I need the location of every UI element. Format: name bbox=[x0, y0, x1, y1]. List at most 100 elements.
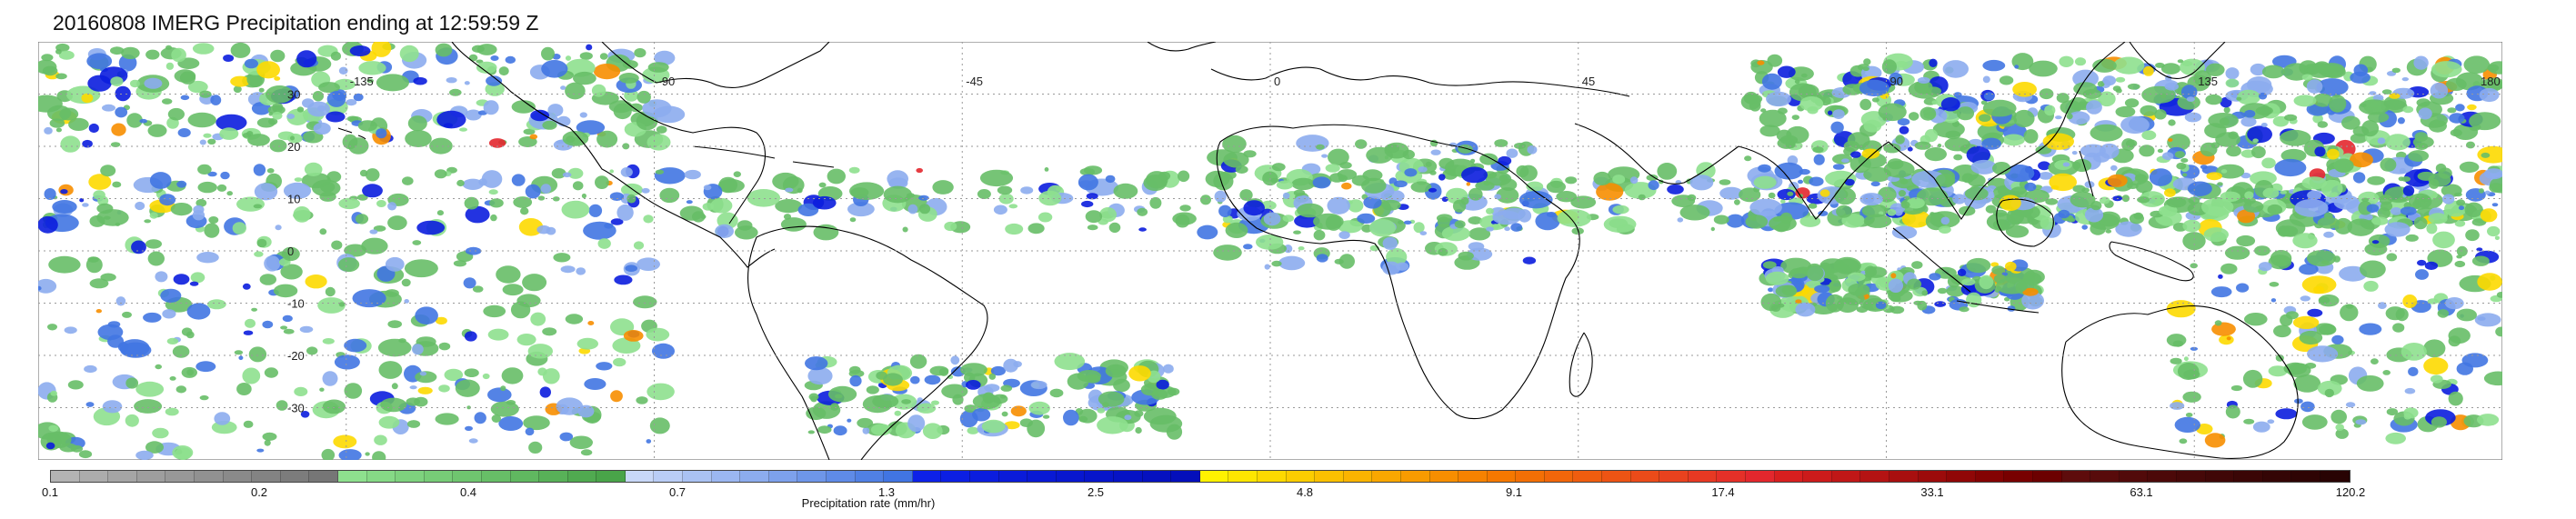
precip-cell bbox=[2360, 104, 2367, 107]
precip-cell bbox=[276, 400, 288, 411]
precip-cell bbox=[1777, 107, 1788, 115]
precip-cell bbox=[399, 45, 419, 63]
precip-cell bbox=[2110, 165, 2118, 171]
precip-cell bbox=[808, 393, 819, 401]
colorbar-tick-label: 0.2 bbox=[250, 485, 268, 499]
precip-cell bbox=[981, 419, 1006, 434]
precip-cell bbox=[612, 337, 641, 354]
precip-cell bbox=[401, 278, 411, 287]
precip-cell bbox=[466, 405, 471, 410]
precip-cell bbox=[2496, 292, 2502, 298]
precip-cell bbox=[334, 354, 360, 370]
precip-cell bbox=[1809, 176, 1824, 186]
precip-cell bbox=[1889, 294, 1901, 303]
precip-cell bbox=[404, 299, 410, 304]
precip-cell bbox=[487, 387, 512, 403]
precip-cell bbox=[415, 306, 438, 325]
precip-cell bbox=[2275, 408, 2298, 420]
precip-cell bbox=[2320, 179, 2343, 198]
precip-cell bbox=[2467, 104, 2477, 111]
precip-cell bbox=[42, 65, 58, 76]
precip-cell bbox=[2204, 433, 2226, 448]
precip-cell bbox=[1042, 414, 1050, 419]
precip-cell bbox=[82, 139, 93, 148]
precip-cell bbox=[2317, 216, 2340, 229]
precip-cell bbox=[2431, 416, 2447, 428]
precip-cell bbox=[444, 368, 464, 382]
precip-cell bbox=[2307, 345, 2339, 363]
precip-cell bbox=[1496, 187, 1519, 204]
precip-cell bbox=[490, 214, 497, 222]
precip-cell bbox=[2073, 82, 2098, 95]
precip-cell bbox=[2268, 365, 2288, 377]
precip-cell bbox=[196, 252, 219, 264]
precip-cell bbox=[2084, 207, 2104, 223]
precip-cell bbox=[266, 168, 275, 174]
precip-cell bbox=[145, 49, 160, 60]
precip-cell bbox=[2369, 91, 2377, 95]
precip-cell bbox=[646, 327, 670, 342]
precip-cell bbox=[1900, 201, 1910, 209]
precip-cell bbox=[463, 277, 476, 289]
precip-cell bbox=[2397, 117, 2405, 125]
precip-cell bbox=[254, 183, 278, 201]
precip-cell bbox=[259, 274, 276, 285]
precip-cell bbox=[478, 178, 487, 186]
precip-cell bbox=[2319, 324, 2337, 335]
precip-cell bbox=[2254, 245, 2270, 256]
precip-cell bbox=[2402, 294, 2418, 308]
precip-cell bbox=[2000, 195, 2021, 212]
precip-cell bbox=[1468, 187, 1483, 201]
precip-cell bbox=[584, 378, 606, 390]
precip-cell bbox=[883, 185, 912, 204]
longitude-label: 135 bbox=[2198, 75, 2218, 88]
precip-cell bbox=[993, 205, 1007, 215]
precip-cell bbox=[522, 274, 547, 292]
coastline-africa bbox=[1216, 124, 1580, 420]
precip-cell bbox=[599, 53, 608, 60]
precip-cell bbox=[50, 390, 57, 396]
precip-cell bbox=[2166, 334, 2187, 347]
precip-cell bbox=[1657, 163, 1678, 180]
colorbar-segment bbox=[79, 471, 109, 482]
precip-cell bbox=[523, 415, 550, 431]
precip-cell bbox=[197, 164, 212, 175]
precip-cell bbox=[338, 257, 360, 273]
precip-cell bbox=[2182, 173, 2188, 177]
coastline-hawaii bbox=[337, 127, 366, 140]
precip-cell bbox=[576, 120, 606, 135]
precip-cell bbox=[1282, 215, 1295, 223]
precip-cell bbox=[684, 169, 701, 180]
precip-cell bbox=[1671, 195, 1696, 208]
precip-cell bbox=[2481, 152, 2491, 158]
precip-cell bbox=[2408, 150, 2430, 162]
precip-cell bbox=[2170, 357, 2182, 364]
precip-cell bbox=[1316, 254, 1328, 263]
precip-cell bbox=[262, 320, 274, 329]
precip-cell bbox=[2236, 96, 2242, 101]
precip-cell bbox=[1357, 213, 1376, 224]
colorbar-segment bbox=[108, 471, 137, 482]
precip-cell bbox=[2363, 280, 2379, 292]
precip-cell bbox=[2483, 168, 2502, 180]
precip-cell bbox=[286, 114, 296, 119]
precip-cell bbox=[1063, 409, 1079, 426]
precip-cell bbox=[1863, 214, 1892, 228]
precip-cell bbox=[204, 223, 220, 238]
precip-cell bbox=[299, 325, 314, 334]
precip-cell bbox=[159, 194, 176, 206]
precip-cell bbox=[2378, 302, 2387, 309]
precip-cell bbox=[647, 383, 675, 401]
precip-cell bbox=[999, 394, 1007, 399]
precip-cell bbox=[162, 98, 173, 105]
precip-cell bbox=[176, 180, 187, 188]
precip-cell bbox=[2269, 282, 2280, 287]
precip-cell bbox=[1768, 192, 1776, 199]
precip-cell bbox=[2250, 63, 2267, 76]
precip-cell bbox=[2307, 308, 2323, 317]
precip-cell bbox=[2476, 247, 2483, 252]
precip-cell bbox=[872, 394, 899, 409]
precip-cell bbox=[2277, 225, 2290, 237]
precip-cell bbox=[256, 61, 280, 79]
precip-cell bbox=[107, 334, 125, 348]
